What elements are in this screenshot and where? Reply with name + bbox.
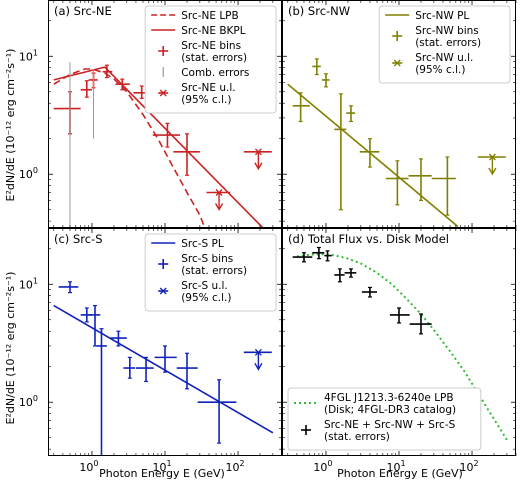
plot-area-d — [292, 246, 508, 441]
y-tick-label-c: 100 — [19, 394, 38, 409]
data-point-b — [359, 138, 380, 168]
upper-limit-a — [206, 189, 231, 211]
legend-label-d: Src-NE + Src-NW + Src-S (stat. errors) — [324, 419, 456, 443]
data-point-c — [154, 345, 177, 373]
data-point-c — [135, 356, 154, 383]
data-point-a — [173, 133, 200, 176]
legend-label-a: Src-NE BKPL — [181, 25, 246, 37]
plot-area-c — [53, 281, 274, 456]
legend-label-a: Comb. errors — [181, 67, 249, 79]
legend-label-a: Src-NE bins (stat. errors) — [181, 40, 247, 64]
data-point-d — [334, 268, 345, 283]
data-point-c — [197, 379, 237, 444]
data-point-d — [312, 246, 325, 260]
data-point-a — [102, 64, 113, 79]
y-tick-label-a: 101 — [19, 48, 38, 63]
legend-b: Src-NW PL Src-NW bins (stat. errors) Src-NW… — [378, 5, 511, 84]
x-tick-label-d: 102 — [459, 459, 478, 474]
data-point-c — [123, 356, 136, 379]
legend-label-c: Src-S bins (stat. errors) — [181, 253, 247, 277]
data-point-d — [344, 268, 357, 278]
upper-limit-a — [243, 148, 272, 171]
legend-d: 4FGL J1213.3-6240e LPB (Disk; 4FGL-DR3 ca… — [287, 387, 482, 451]
data-point-b — [408, 158, 432, 201]
series-line-c — [53, 304, 274, 434]
panel-title-a: (a) Src-NE — [54, 4, 112, 18]
plot-area-a — [53, 62, 272, 228]
data-point-c — [110, 330, 127, 347]
legend-label-a: Src-NE LPB — [181, 10, 239, 22]
data-point-c — [58, 281, 79, 294]
legend-box-a — [144, 5, 277, 114]
panel-title-d: (d) Total Flux vs. Disk Model — [288, 232, 449, 246]
legend-label-d: 4FGL J1213.3-6240e LPB (Disk; 4FGL-DR3 ca… — [324, 392, 456, 416]
legend-box-d — [287, 387, 482, 451]
panel-b: (b) Src-NW Src-NW PL Src-NW bins (stat. err… — [282, 0, 517, 228]
legend-label-c: Src-S PL — [181, 238, 224, 250]
data-point-d — [409, 313, 432, 335]
x-tick-label-c: 102 — [225, 459, 244, 474]
y-tick-label-c: 101 — [19, 276, 38, 291]
data-point-c — [176, 352, 198, 390]
data-point-b — [346, 105, 356, 123]
panel-title-b: (b) Src-NW — [288, 4, 350, 18]
series-line-a — [53, 66, 265, 228]
legend-label-a: Src-NE u.l. (95% c.l.) — [181, 82, 235, 106]
data-point-b — [292, 92, 310, 123]
panel-d: 100 101 102(d) Total Flux vs. Disk Model4F… — [282, 227, 517, 474]
data-point-b — [321, 73, 330, 88]
data-point-a — [115, 78, 130, 91]
data-point-b — [431, 156, 456, 216]
x-axis-label-left: Photon Energy E (GeV) — [99, 467, 225, 480]
data-point-b — [385, 160, 409, 206]
x-tick-label-d: 100 — [313, 459, 332, 474]
series-line-a — [53, 68, 206, 228]
data-point-a — [80, 80, 92, 98]
data-point-d — [324, 250, 332, 262]
data-point-d — [361, 286, 378, 298]
upper-limit-b — [477, 153, 506, 176]
data-point-b — [334, 93, 347, 211]
legend-label-c: Src-S u.l. (95% c.l.) — [181, 280, 231, 304]
data-point-a — [152, 122, 180, 148]
series-line-b — [287, 83, 459, 228]
data-point-c — [88, 304, 101, 347]
data-point-d — [389, 307, 410, 324]
data-point-d — [292, 252, 313, 263]
legend-label-b: Src-NW u.l. (95% c.l.) — [415, 52, 473, 76]
legend-a: Src-NE LPB Src-NE BKPL Src-NE bins (stat. e… — [144, 5, 277, 114]
series-line-d — [296, 253, 508, 441]
y-axis-label-top: E²dN/dE (10⁻¹² erg cm⁻²s⁻¹) — [4, 49, 17, 202]
legend-label-b: Src-NW bins (stat. errors) — [415, 25, 481, 49]
legend-c: Src-S PL Src-S bins (stat. errors) Src-S u.… — [144, 233, 277, 312]
x-tick-label-c: 100 — [79, 459, 98, 474]
plot-area-b — [287, 58, 506, 228]
data-point-b — [312, 58, 321, 76]
upper-limit-c — [243, 348, 272, 371]
x-axis-label-right: Photon Energy E (GeV) — [337, 467, 463, 480]
y-tick-label-a: 100 — [19, 166, 38, 181]
legend-box-c — [144, 233, 277, 312]
data-point-c — [96, 328, 107, 456]
panel-title-c: (c) Src-S — [54, 232, 103, 246]
legend-box-b — [378, 5, 511, 84]
data-point-a — [53, 91, 81, 135]
legend-label-b: Src-NW PL — [415, 10, 469, 22]
y-axis-label-bottom: E²dN/dE (10⁻¹² erg cm⁻²s⁻¹) — [4, 272, 17, 425]
